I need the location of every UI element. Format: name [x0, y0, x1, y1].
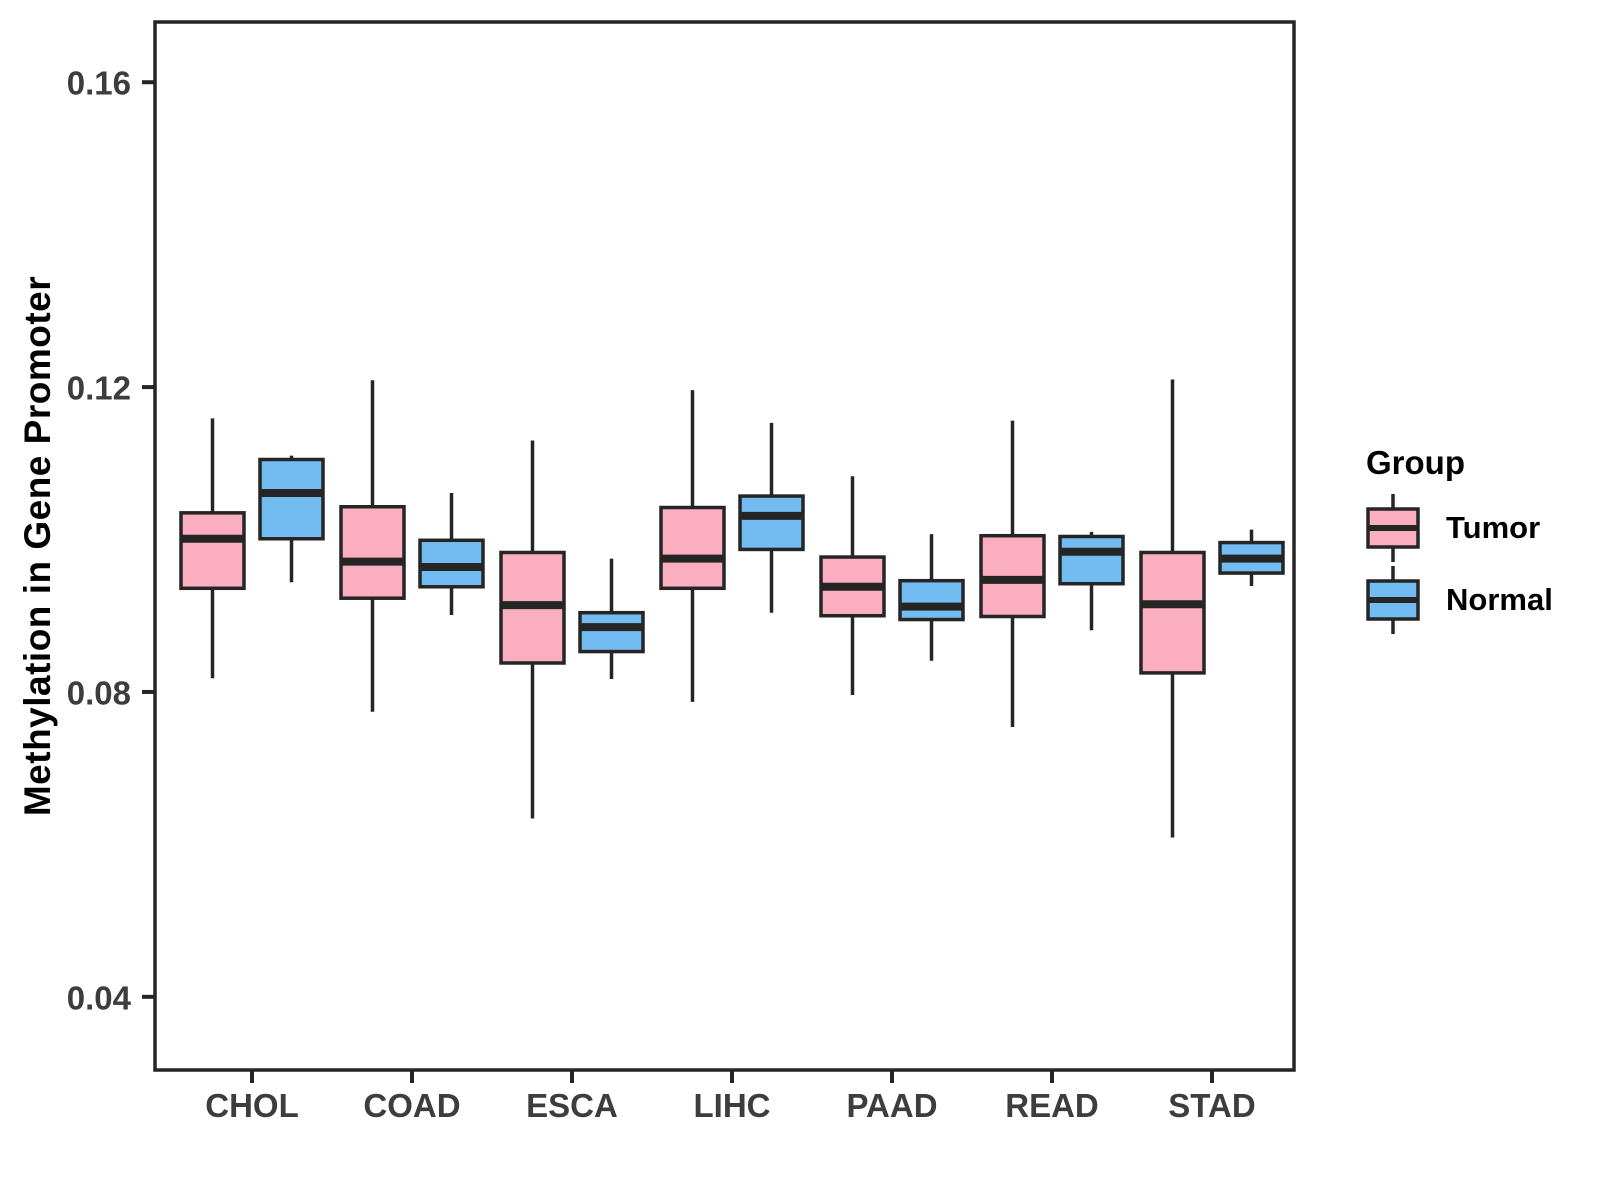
box-stad-tumor	[1139, 550, 1206, 675]
x-axis-tick-label: STAD	[1168, 1087, 1255, 1124]
legend-key-tumor-boxplot-icon	[1366, 494, 1420, 562]
legend-title: Group	[1366, 444, 1465, 481]
legend-label-tumor: Tumor	[1446, 510, 1541, 545]
legend-key-normal-boxplot-icon	[1366, 566, 1420, 634]
box-chol-tumor	[179, 511, 246, 591]
y-axis-tick-label: 0.08	[67, 674, 131, 711]
x-axis-tick-label: READ	[1005, 1087, 1099, 1124]
legend-entry-normal: Normal	[1338, 564, 1600, 636]
box-chol-normal	[258, 457, 325, 541]
x-axis-tick-label: ESCA	[526, 1087, 618, 1124]
y-axis-tick-label: 0.12	[67, 370, 131, 407]
x-axis-tick-label: PAAD	[846, 1087, 937, 1124]
x-axis-tick-label: COAD	[363, 1087, 460, 1124]
y-axis-tick-label: 0.04	[67, 979, 132, 1016]
x-axis-tick-label: LIHC	[694, 1087, 771, 1124]
legend-entry-tumor: Tumor	[1338, 492, 1600, 564]
box-coad-tumor	[339, 504, 406, 600]
box-lihc-tumor	[659, 505, 726, 591]
legend: Group Tumor Normal	[1338, 444, 1600, 636]
box-read-normal	[1058, 534, 1125, 586]
x-axis-tick-label: CHOL	[205, 1087, 299, 1124]
box-esca-normal	[578, 610, 645, 654]
box-lihc-normal	[738, 494, 805, 552]
y-axis-title: Methylation in Gene Promoter	[17, 275, 58, 817]
legend-label-normal: Normal	[1446, 582, 1553, 617]
box-paad-normal	[898, 578, 965, 622]
y-axis-tick-label: 0.16	[67, 65, 131, 102]
